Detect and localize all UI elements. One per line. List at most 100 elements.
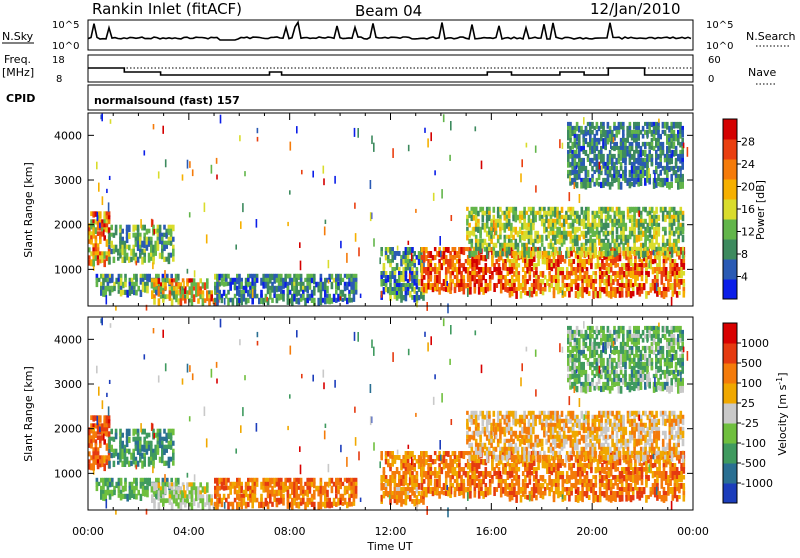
heat-cell — [475, 235, 478, 239]
heat-cell — [153, 294, 156, 299]
heat-cell — [97, 451, 100, 455]
heat-cell — [666, 251, 669, 258]
nsky-trace — [88, 22, 691, 40]
heat-cell — [567, 251, 570, 257]
heat-cell — [380, 455, 383, 460]
heat-cell — [578, 227, 581, 231]
heat-cell — [643, 283, 646, 290]
heat-speckle — [494, 228, 496, 235]
plot-canvas: Rankin Inlet (fitACF) Beam 04 12/Jan/201… — [0, 0, 800, 554]
heat-cell — [678, 255, 681, 260]
heat-cell — [539, 251, 542, 259]
heat-speckle — [649, 260, 651, 268]
heat-cell — [564, 463, 567, 468]
heat-cell — [128, 233, 131, 239]
heat-speckle — [638, 211, 640, 218]
heat-cell — [568, 291, 571, 298]
heat-cell — [618, 207, 621, 211]
nsky-right-tick-bottom: 10^0 — [706, 41, 733, 52]
heat-speckle — [187, 269, 189, 274]
heat-speckle — [97, 212, 99, 221]
heat-cell — [491, 275, 494, 280]
heat-cell — [146, 486, 149, 491]
heat-speckle — [206, 234, 208, 243]
heat-speckle — [409, 273, 411, 281]
heat-cell — [537, 259, 540, 266]
heat-cell — [617, 467, 620, 471]
heat-cell — [621, 483, 624, 488]
heat-cell — [342, 482, 345, 486]
cpid-label: CPID — [6, 92, 35, 105]
heat-cell — [438, 271, 441, 279]
heat-cell — [595, 279, 598, 284]
heat-cell — [143, 257, 146, 263]
colorbar-segment — [723, 159, 737, 180]
colorbar-segment — [723, 279, 737, 300]
heat-speckle — [136, 261, 138, 266]
heat-speckle — [467, 288, 469, 297]
colorbar-segment — [723, 179, 737, 200]
radar-summary-plot: Rankin Inlet (fitACF) Beam 04 12/Jan/201… — [0, 0, 800, 554]
heat-cell — [508, 247, 511, 255]
heat-cell — [115, 433, 118, 440]
heat-speckle — [672, 150, 674, 156]
heat-cell — [535, 291, 538, 296]
heat-cell — [682, 235, 685, 242]
heat-cell — [256, 482, 259, 487]
heat-cell — [153, 298, 156, 304]
freq-right-tick-top: 60 — [708, 55, 721, 66]
heat-cell — [110, 225, 113, 231]
heat-cell — [128, 429, 131, 436]
heat-cell — [529, 479, 532, 485]
heat-cell — [355, 282, 358, 286]
heat-cell — [682, 227, 685, 234]
heat-speckle — [257, 137, 259, 142]
heat-cell — [599, 283, 602, 288]
heat-cell — [588, 495, 591, 500]
freq-left-tick-top: 18 — [52, 55, 65, 66]
heat-cell — [135, 457, 138, 461]
heat-speckle — [371, 136, 373, 145]
heat-speckle — [602, 138, 604, 148]
heat-cell — [137, 229, 140, 233]
heat-cell — [581, 251, 584, 257]
heat-cell — [128, 437, 131, 443]
heat-cell — [474, 287, 477, 294]
heat-speckle — [609, 150, 611, 155]
heat-cell — [570, 287, 573, 292]
heat-cell — [331, 282, 334, 289]
heat-cell — [394, 275, 397, 279]
heat-cell — [331, 486, 334, 493]
heat-cell — [430, 479, 433, 486]
heat-cell — [186, 282, 189, 286]
heat-speckle — [153, 229, 155, 234]
date-title: 12/Jan/2010 — [590, 0, 681, 18]
heat-cell — [313, 494, 316, 500]
heat-cell — [389, 483, 392, 487]
heat-speckle — [244, 171, 246, 176]
heat-cell — [463, 251, 466, 255]
heat-speckle — [627, 209, 629, 217]
heat-cell — [172, 429, 175, 436]
heat-cell — [133, 286, 136, 290]
heat-cell — [677, 251, 680, 256]
heat-speckle — [334, 176, 336, 184]
heat-cell — [620, 182, 623, 190]
heat-cell — [573, 463, 576, 468]
heat-speckle — [296, 126, 298, 133]
heat-speckle — [500, 267, 502, 272]
heat-cell — [353, 502, 356, 506]
heat-cell — [238, 274, 241, 278]
heat-cell — [504, 239, 507, 243]
heat-speckle — [189, 161, 191, 168]
heat-cell — [113, 257, 116, 263]
colorbar-tick-label: 8 — [741, 248, 748, 261]
heat-speckle — [115, 306, 117, 311]
heat-cell — [111, 478, 114, 483]
heat-speckle — [323, 166, 325, 174]
heat-speckle — [451, 215, 453, 221]
heat-cell — [590, 467, 593, 473]
heat-cell — [469, 491, 472, 499]
heat-cell — [108, 257, 111, 265]
heat-cell — [489, 487, 492, 495]
